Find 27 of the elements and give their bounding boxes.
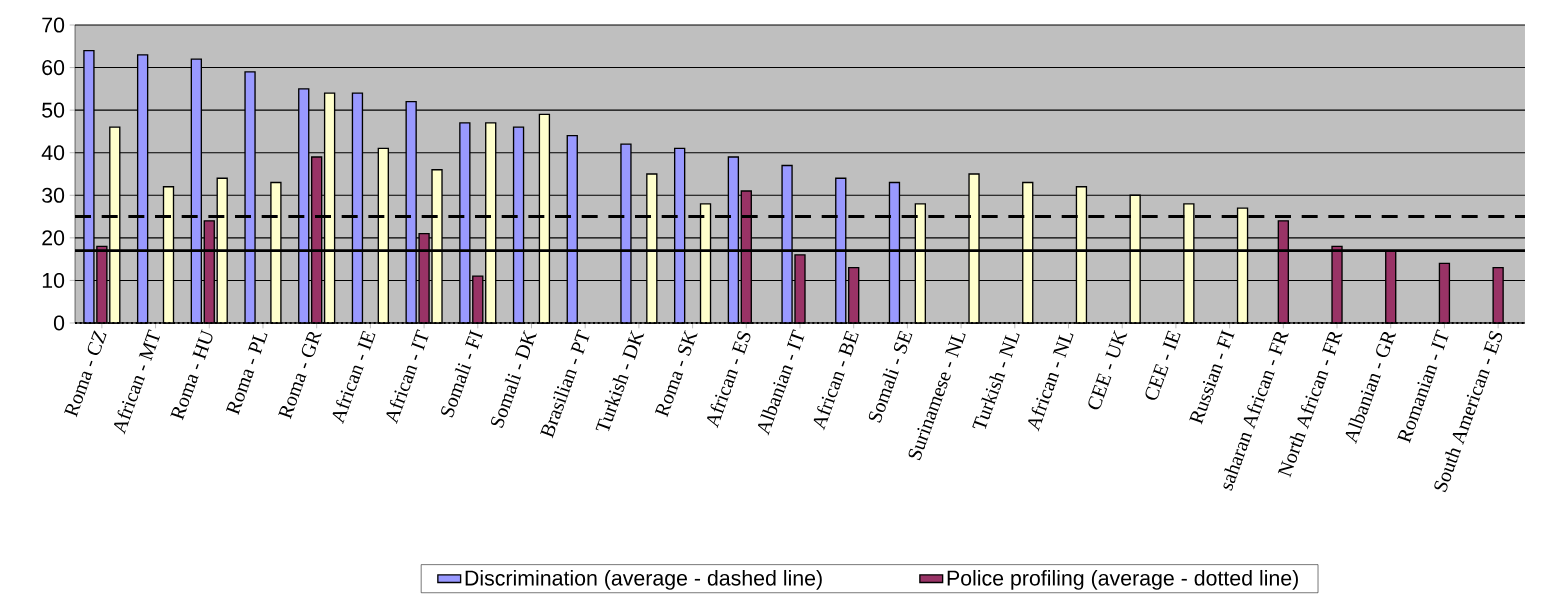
x-tick-label: Roma - PL — [225, 333, 268, 416]
x-tick-label: African - MT — [113, 329, 161, 435]
x-tick-label: Roma - GR — [278, 331, 322, 420]
x-tick-label: Somali - FI — [441, 329, 483, 418]
y-tick-label: 30 — [42, 187, 65, 203]
y-tick-label: 0 — [53, 315, 65, 331]
x-tick-label: African - ES — [706, 330, 751, 429]
y-tick-label: 20 — [42, 230, 65, 246]
x-tick-label: Somali - SE — [868, 330, 913, 423]
x-tick-label: Roma - HU — [170, 329, 213, 421]
y-tick-label: 40 — [41, 145, 65, 161]
x-tick-label: African - IT — [386, 329, 429, 425]
legend-label: Police profiling (average - dotted line) — [947, 569, 1298, 590]
legend-label: Discrimination (average - dashed line) — [465, 569, 822, 590]
x-tick-label: CEE - UK — [1088, 330, 1128, 410]
x-tick-label: CEE - IE — [1145, 330, 1181, 400]
x-tick-label: Roma - SK — [654, 330, 698, 418]
x-tick-label: African - NL — [1028, 333, 1074, 432]
y-tick-label: 70 — [42, 17, 65, 33]
x-tick-label: Somali - DK — [491, 330, 537, 429]
y-tick-label: 10 — [42, 272, 65, 288]
x-tick-label: African - BE — [813, 330, 859, 431]
y-tick-label: 50 — [42, 102, 65, 118]
y-tick-label: 60 — [42, 60, 65, 76]
x-tick-label: Turkish - NL — [972, 333, 1020, 430]
x-tick-label: Roma - CZ — [64, 330, 107, 418]
x-tick-label: African - IE — [332, 330, 376, 425]
